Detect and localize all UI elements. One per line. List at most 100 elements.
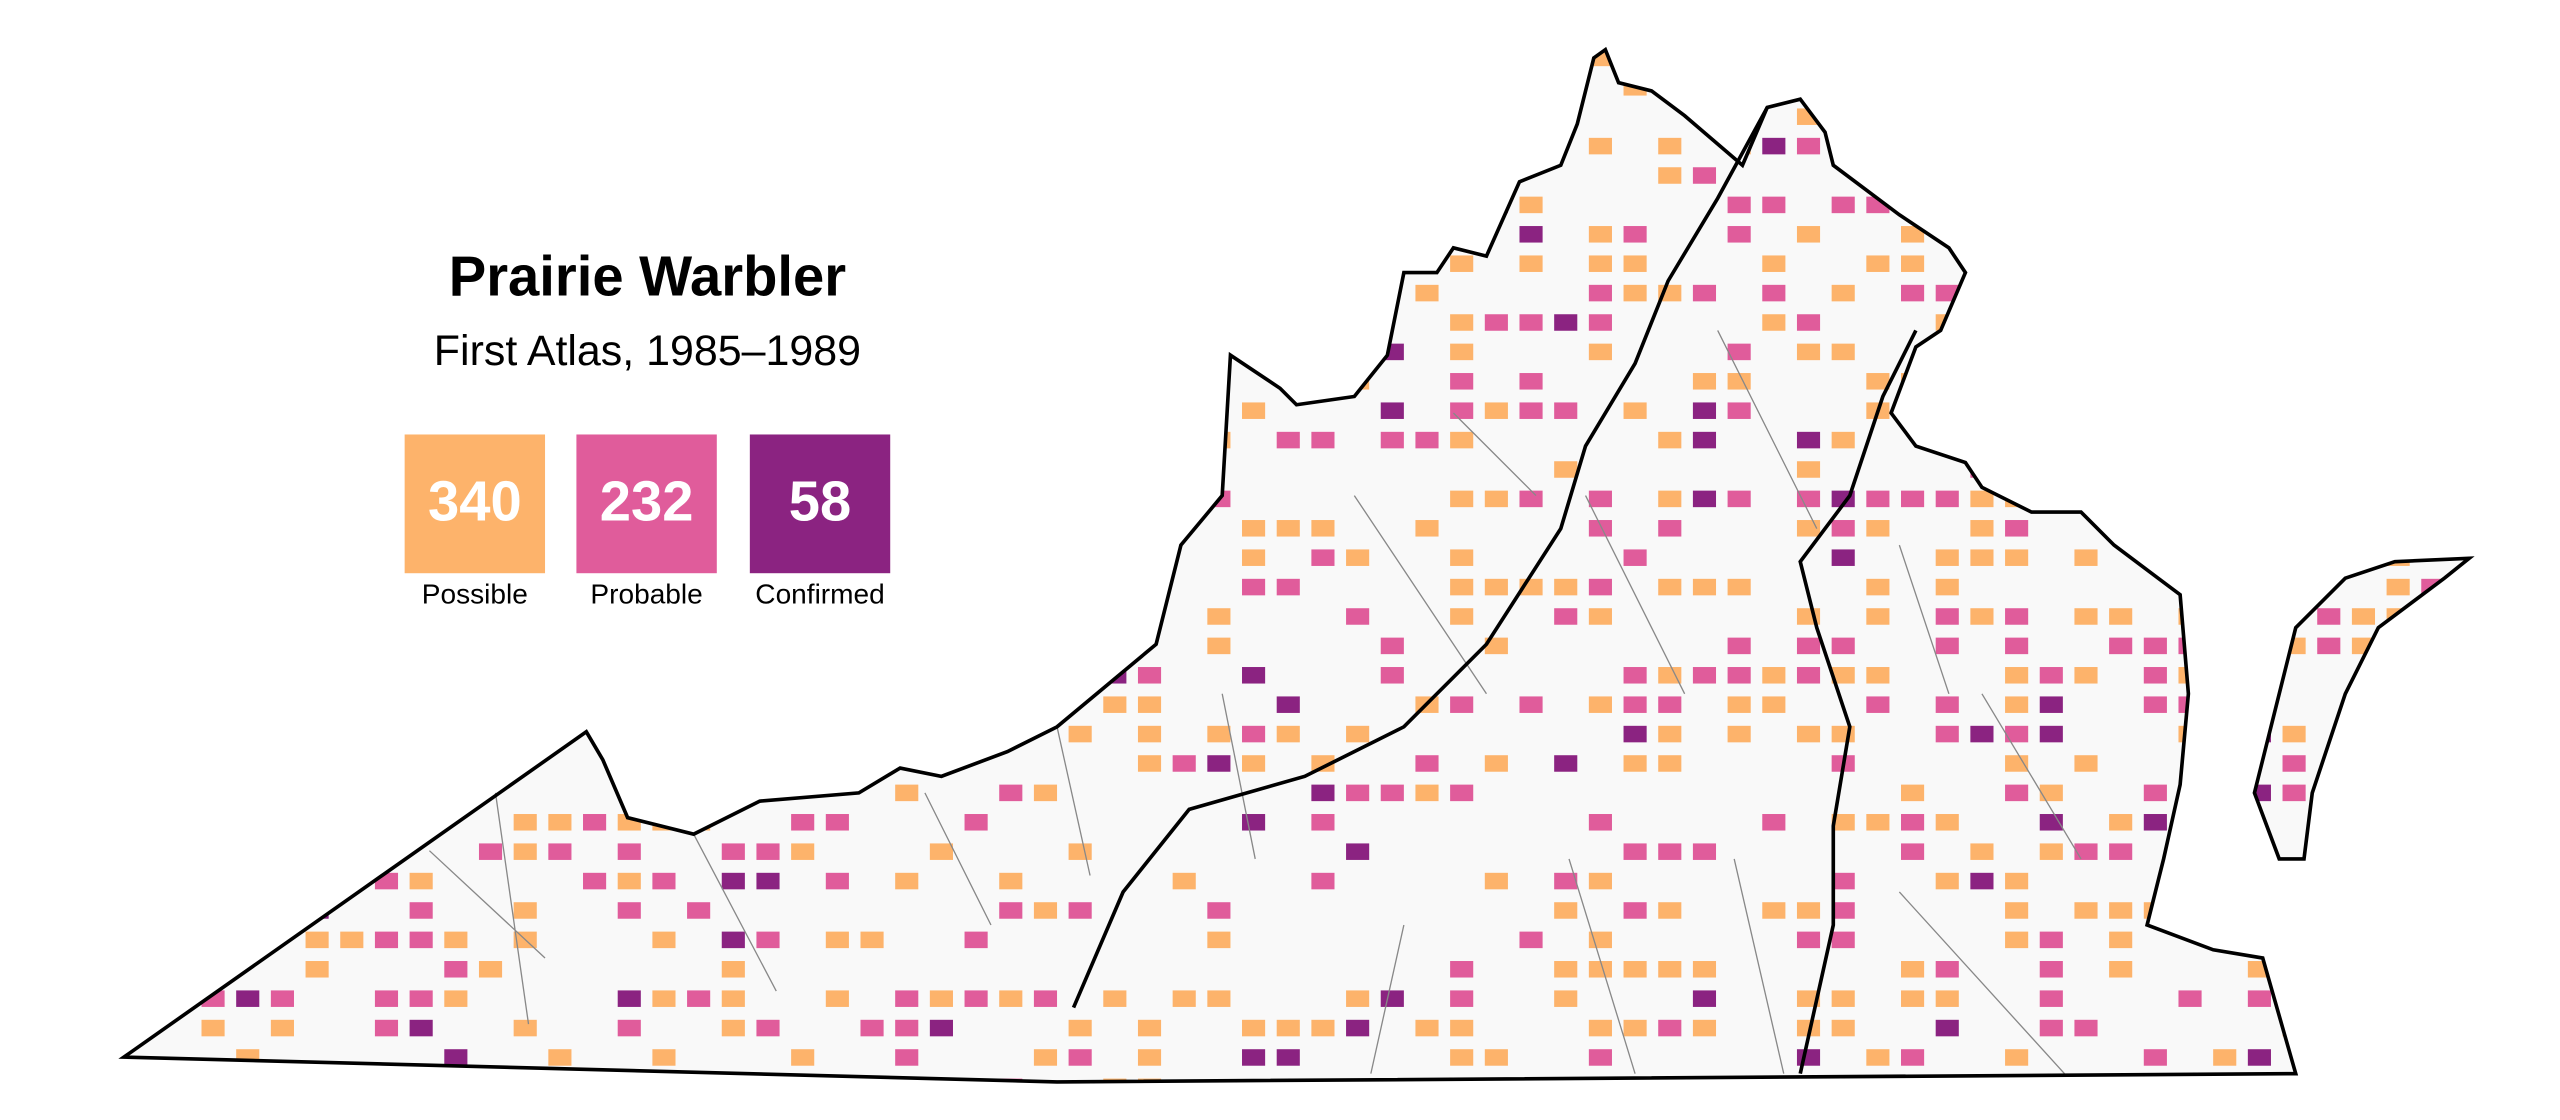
atlas-block [201, 814, 225, 831]
atlas-block [166, 226, 190, 243]
atlas-block [2455, 667, 2470, 684]
atlas-block [305, 549, 329, 566]
atlas-block [617, 637, 641, 655]
atlas-block [1276, 108, 1300, 125]
atlas-block [1033, 461, 1058, 478]
atlas-block [2143, 637, 2167, 655]
atlas-block [2455, 1049, 2470, 1066]
atlas-block [2386, 520, 2410, 537]
atlas-block [1762, 667, 1786, 684]
atlas-block [2039, 284, 2063, 302]
atlas-block [721, 637, 745, 655]
atlas-block [2178, 578, 2202, 596]
atlas-block [1242, 1019, 1266, 1037]
atlas-block [1623, 902, 1647, 919]
atlas-block [964, 402, 988, 419]
atlas-block [1935, 696, 1959, 713]
atlas-block [2421, 784, 2445, 802]
atlas-block [1068, 578, 1092, 596]
atlas-block [1970, 725, 1994, 743]
atlas-block [2039, 784, 2063, 802]
atlas-block [2109, 49, 2133, 67]
atlas-block [2421, 137, 2445, 155]
atlas-block [2005, 755, 2029, 772]
atlas-block [2282, 137, 2306, 155]
atlas-block [1831, 1019, 1855, 1037]
atlas-block [305, 608, 329, 625]
atlas-block [236, 814, 260, 831]
atlas-block [1242, 755, 1266, 772]
atlas-block [1484, 637, 1508, 655]
atlas-block [2109, 931, 2133, 949]
atlas-block [1484, 1049, 1508, 1066]
atlas-block [1727, 696, 1751, 713]
atlas-block [2455, 402, 2470, 419]
atlas-block [1588, 520, 1612, 537]
atlas-block [929, 167, 953, 184]
atlas-block [340, 284, 364, 302]
atlas-block [166, 961, 190, 978]
atlas-block [1866, 79, 1890, 96]
atlas-block [1103, 461, 1127, 478]
atlas-block [1311, 284, 1335, 302]
atlas-block [2143, 314, 2167, 331]
atlas-block [1588, 1049, 1612, 1066]
atlas-block [2421, 343, 2445, 361]
atlas-block [2213, 696, 2237, 713]
atlas-block [1762, 696, 1786, 713]
atlas-block [2247, 637, 2271, 655]
atlas-block [444, 167, 468, 184]
atlas-block [1311, 196, 1335, 214]
atlas-block [895, 667, 919, 684]
atlas-block [929, 343, 953, 361]
atlas-block [1866, 255, 1890, 272]
atlas-block [2143, 667, 2167, 684]
atlas-block [1692, 843, 1717, 860]
atlas-block [548, 431, 572, 449]
atlas-block [2317, 167, 2341, 184]
atlas-block [1172, 872, 1196, 890]
atlas-block [1762, 49, 1786, 67]
atlas-block [270, 990, 294, 1007]
atlas-block [721, 696, 745, 713]
atlas-block [652, 784, 676, 802]
atlas-block [756, 1019, 780, 1037]
atlas-block [652, 872, 676, 890]
atlas-block [860, 637, 884, 655]
atlas-block [1692, 431, 1717, 449]
atlas-block [2317, 79, 2341, 96]
atlas-block [2351, 520, 2376, 537]
atlas-block [1866, 578, 1890, 596]
atlas-block [929, 696, 953, 713]
atlas-block [756, 167, 780, 184]
atlas-block [2005, 902, 2029, 919]
atlas-block [1901, 843, 1925, 860]
atlas-block [2421, 284, 2445, 302]
atlas-block [513, 1019, 537, 1037]
atlas-block [895, 990, 919, 1007]
atlas-block [2213, 725, 2237, 743]
atlas-block [1796, 314, 1821, 331]
atlas-block [2178, 108, 2202, 125]
atlas-block [2005, 167, 2029, 184]
atlas-block [2178, 137, 2202, 155]
atlas-block [2039, 314, 2063, 331]
atlas-block [1796, 49, 1821, 67]
atlas-block [1970, 196, 1994, 214]
atlas-block [2421, 608, 2445, 625]
atlas-block [1762, 255, 1786, 272]
atlas-block [860, 284, 884, 302]
atlas-block [1450, 608, 1474, 625]
atlas-block [2109, 79, 2133, 96]
atlas-block [1727, 667, 1751, 684]
atlas-block [444, 226, 468, 243]
atlas-block [1450, 549, 1474, 566]
atlas-block [236, 520, 260, 537]
atlas-block [1588, 608, 1612, 625]
atlas-block [2109, 814, 2133, 831]
legend-count: 340 [428, 469, 522, 532]
atlas-block [2178, 49, 2202, 67]
atlas-block [929, 1019, 953, 1037]
atlas-block [825, 373, 849, 390]
